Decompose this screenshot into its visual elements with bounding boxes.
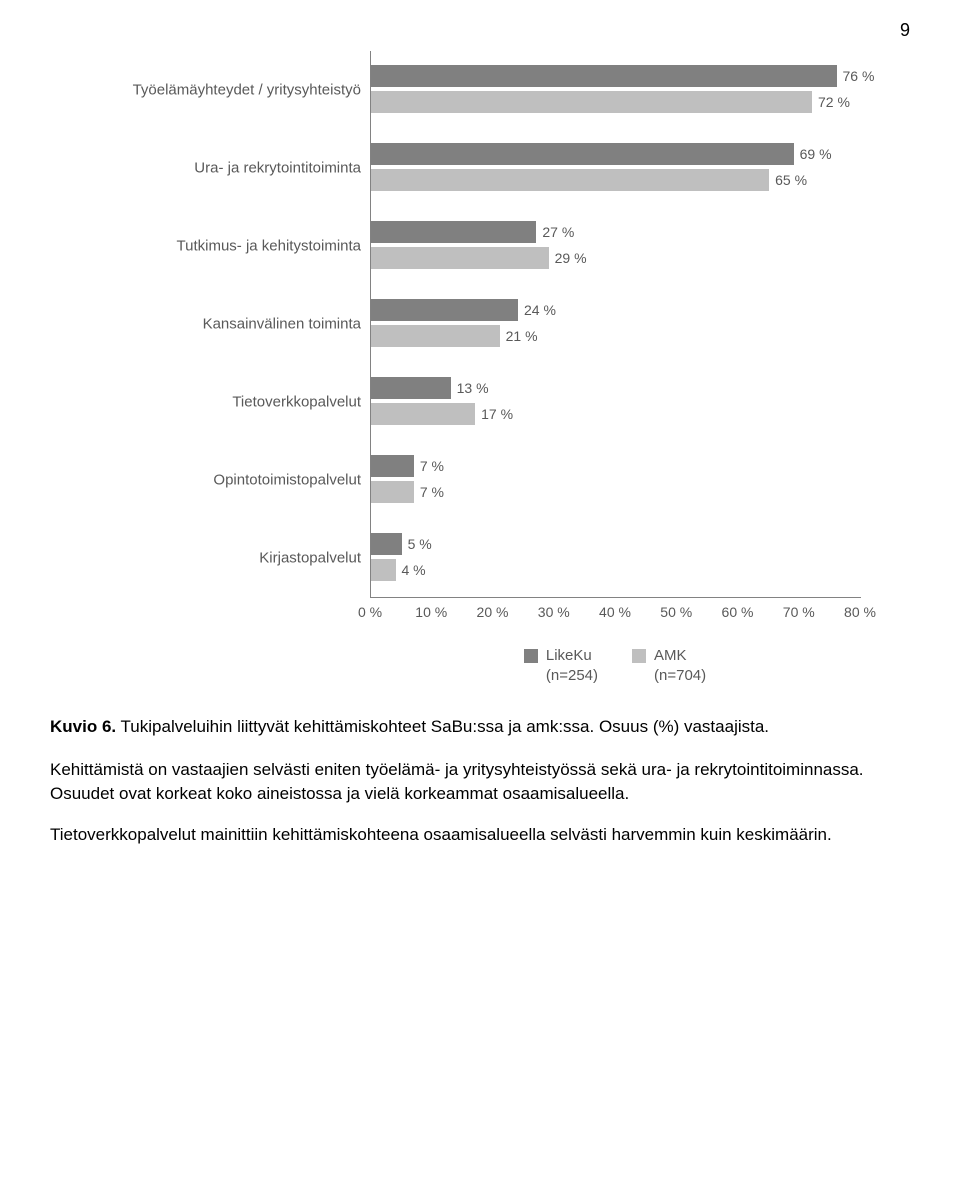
x-axis-tick: 30 % [538, 604, 570, 620]
figure-caption: Kuvio 6. Tukipalveluihin liittyvät kehit… [50, 715, 910, 740]
page: 9 Työelämäyhteydet / yritysyhteistyö 76 %… [0, 0, 960, 904]
bar-value-label: 24 % [524, 302, 556, 318]
category-label: Opintotoimistopalvelut [71, 472, 361, 489]
bar-value-label: 5 % [408, 536, 432, 552]
x-axis-tick: 10 % [415, 604, 447, 620]
bar: 7 % [371, 481, 414, 503]
legend-label: LikeKu(n=254) [546, 646, 598, 685]
category-label: Ura- ja rekrytointitoiminta [71, 160, 361, 177]
legend-swatch [524, 649, 538, 663]
category-group: Ura- ja rekrytointitoiminta69 %65 % [371, 129, 861, 207]
caption-prefix: Kuvio 6. [50, 717, 116, 736]
category-group: Työelämäyhteydet / yritysyhteistyö76 %72… [371, 51, 861, 129]
bar: 17 % [371, 403, 475, 425]
category-label: Kirjastopalvelut [71, 550, 361, 567]
chart-legend: LikeKu(n=254) AMK(n=704) [370, 646, 860, 685]
bar: 65 % [371, 169, 769, 191]
x-axis-tick: 40 % [599, 604, 631, 620]
category-label: Tutkimus- ja kehitystoiminta [71, 238, 361, 255]
bar: 7 % [371, 455, 414, 477]
legend-label: AMK(n=704) [654, 646, 706, 685]
page-number: 9 [50, 20, 910, 41]
category-group: Opintotoimistopalvelut7 %7 % [371, 441, 861, 519]
bar-value-label: 27 % [542, 224, 574, 240]
plot-area: Työelämäyhteydet / yritysyhteistyö76 %72… [370, 51, 861, 598]
x-axis-tick: 60 % [722, 604, 754, 620]
bar-value-label: 65 % [775, 172, 807, 188]
category-label: Kansainvälinen toiminta [71, 316, 361, 333]
bar: 4 % [371, 559, 396, 581]
category-group: Kansainvälinen toiminta24 %21 % [371, 285, 861, 363]
legend-swatch [632, 649, 646, 663]
legend-item: AMK(n=704) [632, 646, 706, 685]
bar-value-label: 21 % [506, 328, 538, 344]
category-group: Kirjastopalvelut5 %4 % [371, 519, 861, 597]
x-axis-tick: 20 % [477, 604, 509, 620]
category-group: Tutkimus- ja kehitystoiminta27 %29 % [371, 207, 861, 285]
bar: 24 % [371, 299, 518, 321]
chart-container: Työelämäyhteydet / yritysyhteistyö 76 % 72… [70, 51, 890, 685]
legend-item: LikeKu(n=254) [524, 646, 598, 685]
category-group: Tietoverkkopalvelut13 %17 % [371, 363, 861, 441]
bar-value-label: 29 % [555, 250, 587, 266]
bar-value-label: 72 % [818, 94, 850, 110]
category-label: Työelämäyhteydet / yritysyhteistyö [71, 82, 361, 99]
bar: 27 % [371, 221, 536, 243]
body-paragraph: Kehittämistä on vastaajien selvästi enit… [50, 758, 910, 807]
x-axis-tick: 80 % [844, 604, 876, 620]
bar-value-label: 13 % [457, 380, 489, 396]
bar-value-label: 17 % [481, 406, 513, 422]
x-axis-tick: 70 % [783, 604, 815, 620]
bar: 13 % [371, 377, 451, 399]
bar-value-label: 7 % [420, 458, 444, 474]
bar: 69 % [371, 143, 794, 165]
caption-text: Tukipalveluihin liittyvät kehittämiskoht… [121, 717, 769, 736]
bar: 72 % [371, 91, 812, 113]
category-label: Tietoverkkopalvelut [71, 394, 361, 411]
bar-value-label: 69 % [800, 146, 832, 162]
x-axis: 0 %10 %20 %30 %40 %50 %60 %70 %80 % [370, 598, 860, 628]
body-paragraph: Tietoverkkopalvelut mainittiin kehittämi… [50, 823, 910, 848]
bar-value-label: 76 % [843, 68, 875, 84]
bar-chart: Työelämäyhteydet / yritysyhteistyö 76 % 72… [70, 51, 890, 685]
bar-value-label: 7 % [420, 484, 444, 500]
bar: 21 % [371, 325, 500, 347]
bar: 29 % [371, 247, 549, 269]
bar-value-label: 4 % [402, 562, 426, 578]
bar: 76 % [371, 65, 837, 87]
x-axis-tick: 0 % [358, 604, 382, 620]
x-axis-tick: 50 % [660, 604, 692, 620]
bar: 5 % [371, 533, 402, 555]
